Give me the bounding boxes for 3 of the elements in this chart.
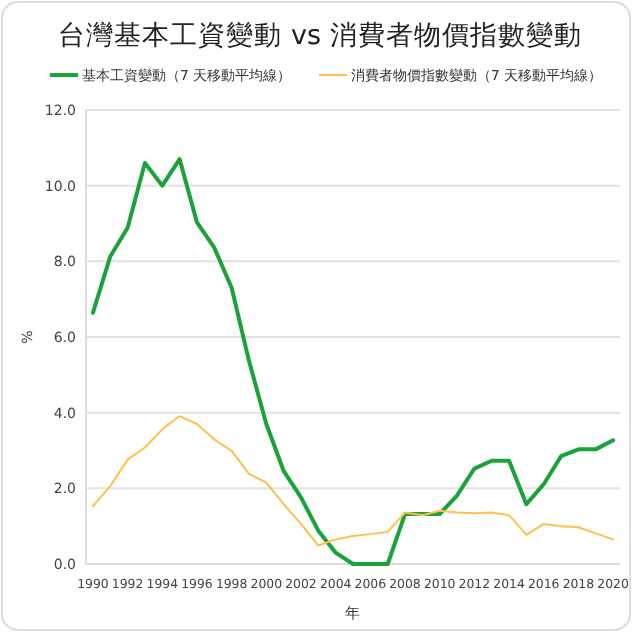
line-series [90, 157, 616, 566]
line-series [91, 415, 615, 547]
chart-title: 台灣基本工資變動 vs 消費者物價指數變動 [58, 20, 582, 52]
